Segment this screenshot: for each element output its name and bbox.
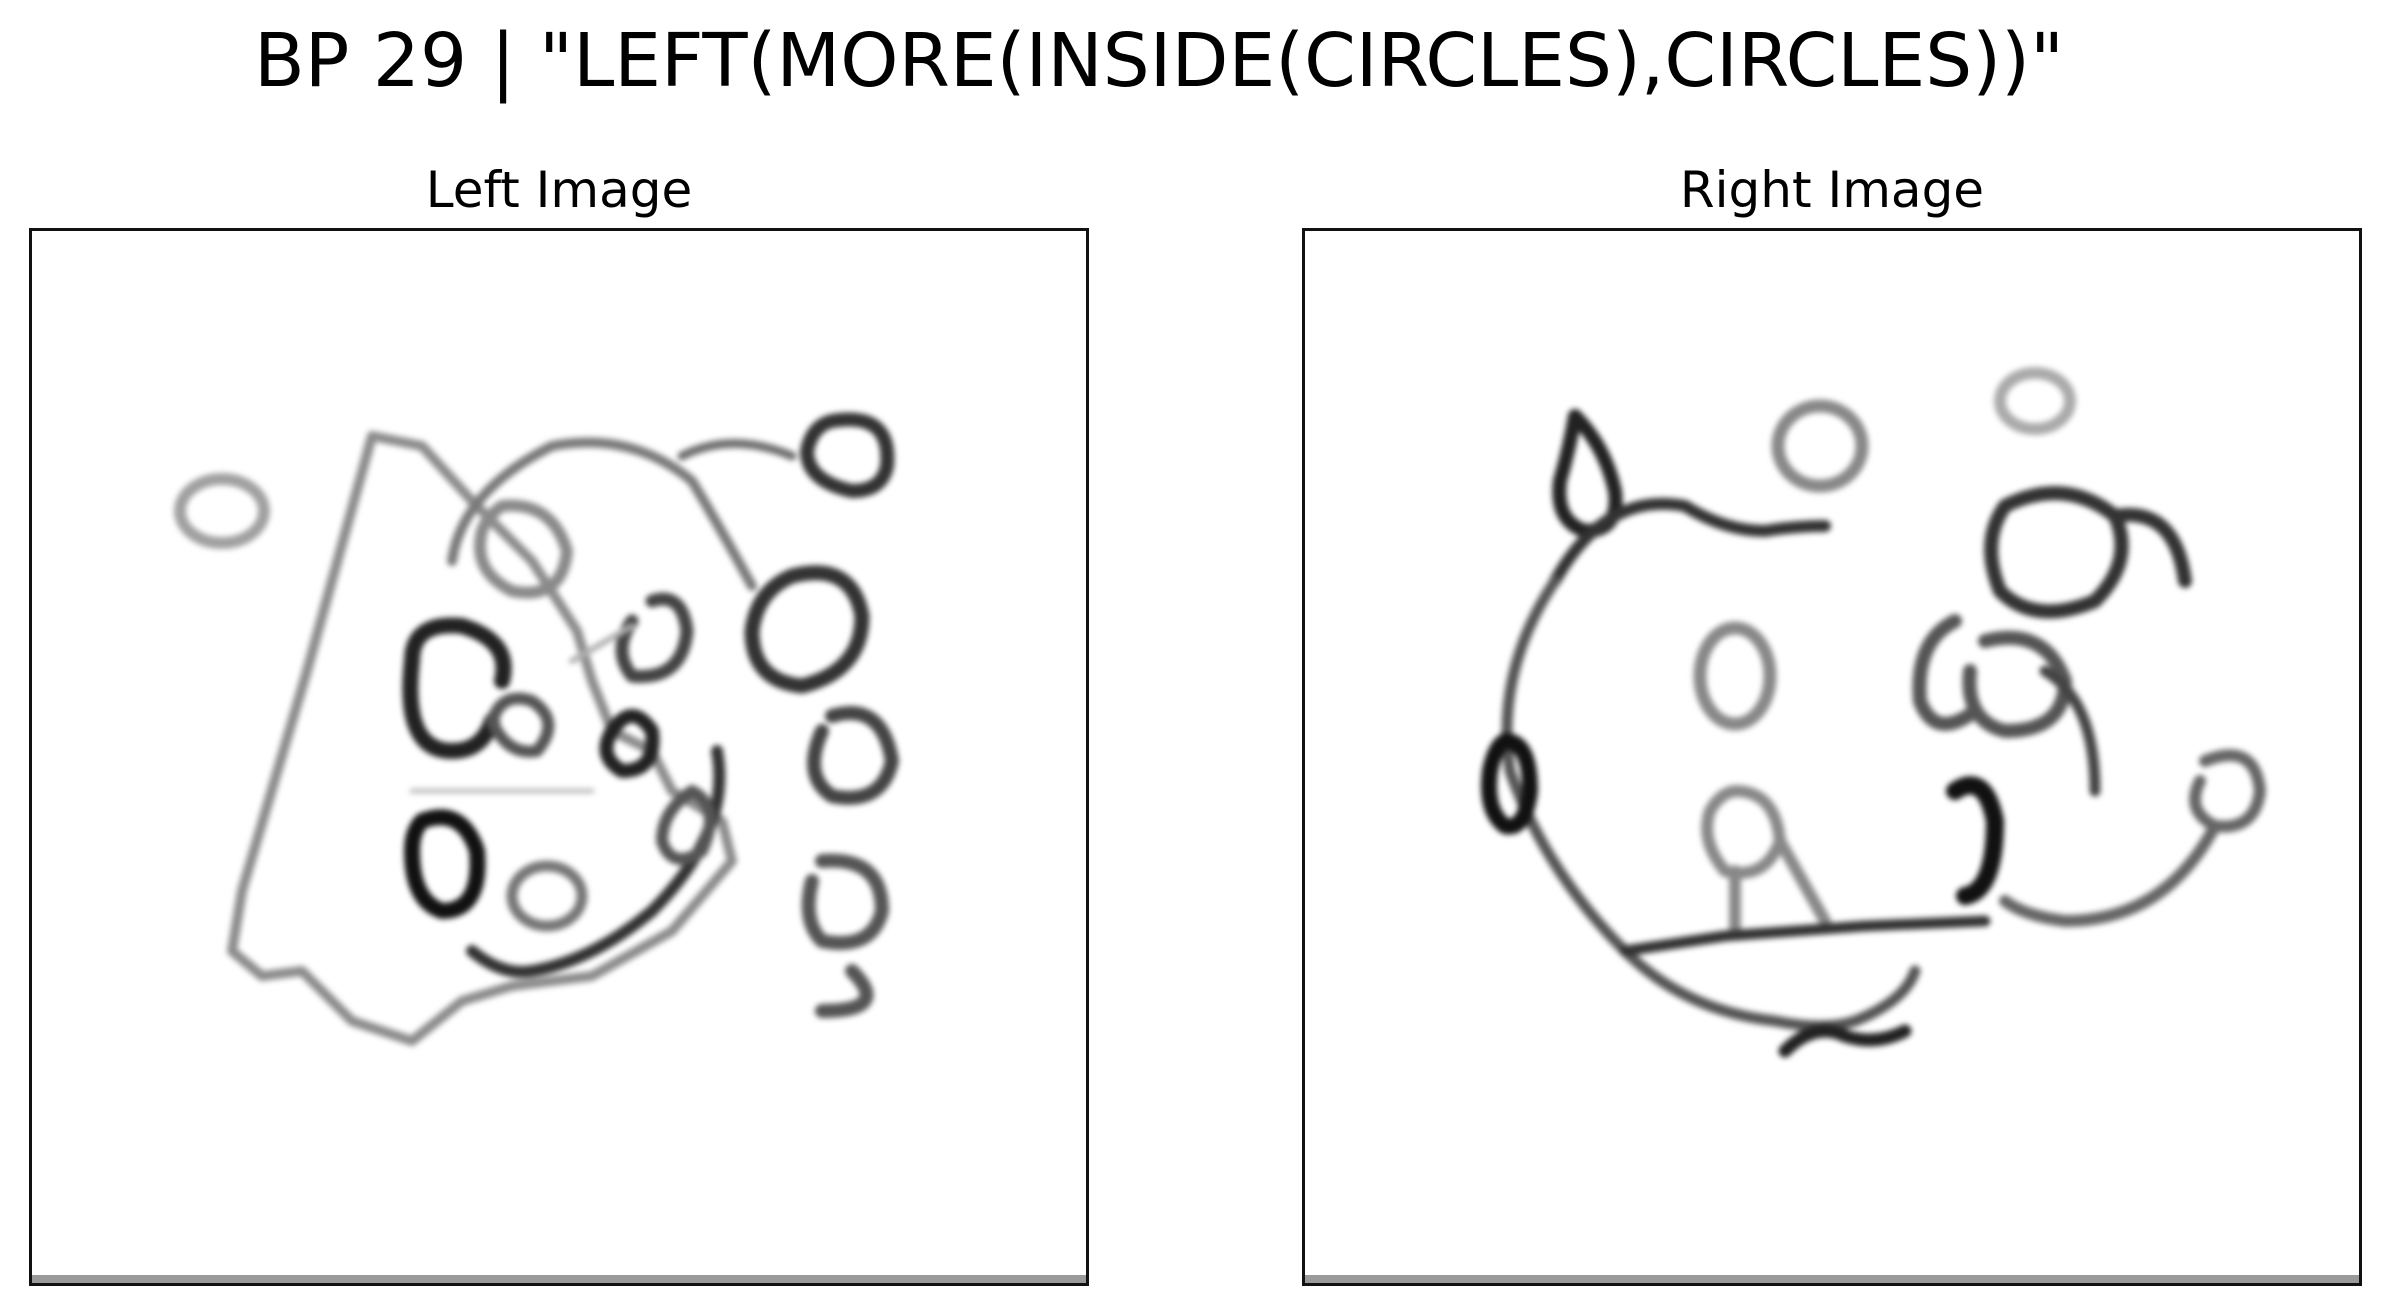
left-oval xyxy=(1481,733,1538,835)
small-circle-2 xyxy=(486,692,555,758)
hook-right xyxy=(2039,665,2101,797)
far-right-loop xyxy=(1999,749,2266,927)
dark-circle-1 xyxy=(402,617,512,759)
right-bongard-drawing xyxy=(1305,367,2359,1283)
circle-right-cluster xyxy=(1912,614,2072,738)
right-circle-b xyxy=(807,706,899,805)
left-bongard-drawing xyxy=(32,412,1086,1283)
right-circle-c xyxy=(801,853,889,1018)
big-dark-circle-right xyxy=(1984,486,2192,619)
wavy-line xyxy=(1549,497,1831,587)
dark-hook-bottom xyxy=(1946,776,2004,905)
connector-1 xyxy=(569,623,635,664)
lower-hook xyxy=(656,785,716,865)
circle-middle-upper xyxy=(1693,621,1777,731)
horizontal-base-line xyxy=(1619,915,1991,957)
right-image-panel xyxy=(1302,228,2362,1286)
lower-light-circle xyxy=(506,860,588,932)
figure-title: BP 29 | "LEFT(MORE(INSIDE(CIRCLES),CIRCL… xyxy=(253,18,2064,104)
outer-outline xyxy=(227,431,737,1046)
lower-dark-circle xyxy=(404,809,486,919)
bottom-wave xyxy=(1778,1024,1912,1058)
circle-middle-lower xyxy=(1701,785,1831,937)
mid-hook xyxy=(615,592,694,683)
big-arc xyxy=(447,437,757,591)
circle-top-right xyxy=(1994,367,2076,435)
left-panel-title: Left Image xyxy=(425,161,693,219)
right-circle-a xyxy=(744,565,870,694)
upper-loop-line xyxy=(677,439,797,461)
left-image-panel xyxy=(29,228,1089,1286)
big-outer-arc xyxy=(1501,575,1921,1032)
small-dark-circle xyxy=(599,709,660,778)
circle-top-middle xyxy=(1771,399,1869,493)
inner-circle-1 xyxy=(474,499,573,599)
upper-right-loop xyxy=(800,412,895,498)
circle-top-left xyxy=(174,473,270,549)
right-panel-title: Right Image xyxy=(1679,161,1985,219)
